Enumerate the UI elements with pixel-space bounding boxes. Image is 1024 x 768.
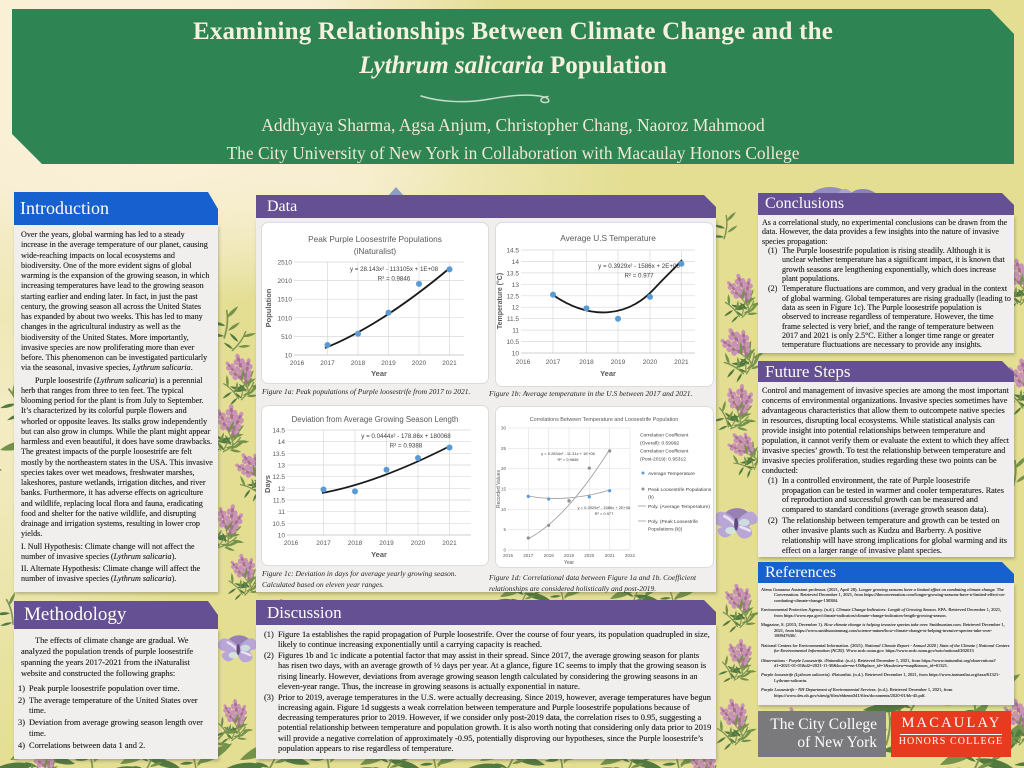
svg-text:11: 11 <box>278 509 285 516</box>
svg-text:2018: 2018 <box>579 359 594 366</box>
svg-text:14.5: 14.5 <box>272 428 285 435</box>
svg-text:y = 0.3929x² - 1586x + 2E+06: y = 0.3929x² - 1586x + 2E+06 <box>598 263 680 270</box>
svg-text:2019: 2019 <box>379 540 394 547</box>
svg-text:11: 11 <box>512 328 519 335</box>
svg-text:Poly. (Average Temperature): Poly. (Average Temperature) <box>648 504 710 510</box>
svg-text:2016: 2016 <box>290 360 305 367</box>
svg-text:12: 12 <box>278 486 286 493</box>
svg-text:510: 510 <box>281 334 292 341</box>
svg-text:Correlation Coefficient: Correlation Coefficient <box>640 433 689 439</box>
svg-text:Peak Purple Loosestrife Popula: Peak Purple Loosestrife Populations <box>308 234 442 244</box>
svg-text:Poly. (Peak Loosestrife: Poly. (Peak Loosestrife <box>648 519 698 525</box>
svg-text:2021: 2021 <box>442 360 457 367</box>
svg-text:2021: 2021 <box>442 540 457 547</box>
svg-text:11.5: 11.5 <box>273 498 286 505</box>
svg-text:2010: 2010 <box>278 278 293 285</box>
svg-text:10.5: 10.5 <box>272 521 285 528</box>
svg-text:2021: 2021 <box>605 553 616 558</box>
svg-text:(Overall): 0.59992: (Overall): 0.59992 <box>640 441 679 447</box>
svg-text:Year: Year <box>371 550 387 559</box>
svg-text:2016: 2016 <box>516 359 531 366</box>
svg-text:12.5: 12.5 <box>506 293 519 300</box>
svg-text:2017: 2017 <box>523 553 534 558</box>
svg-text:13.5: 13.5 <box>506 270 519 277</box>
svg-text:10: 10 <box>278 533 286 540</box>
svg-text:10.5: 10.5 <box>506 339 519 346</box>
svg-text:15: 15 <box>501 487 507 492</box>
svg-text:30: 30 <box>501 426 507 431</box>
svg-text:Year: Year <box>371 369 387 378</box>
svg-text:R² = 0.977: R² = 0.977 <box>624 273 654 280</box>
svg-text:Year: Year <box>600 369 616 378</box>
svg-text:5: 5 <box>503 527 506 532</box>
svg-text:R² = 0.9846: R² = 0.9846 <box>557 457 579 462</box>
svg-text:2019: 2019 <box>611 359 626 366</box>
svg-text:14: 14 <box>278 439 286 446</box>
svg-text:y = 28.143x² - 113105x + 1E+08: y = 28.143x² - 113105x + 1E+08 <box>350 266 439 273</box>
svg-text:Correlation Coefficient: Correlation Coefficient <box>640 449 689 455</box>
svg-text:Peak Loosestrife Populations: Peak Loosestrife Populations <box>648 487 712 493</box>
svg-text:2019: 2019 <box>564 553 575 558</box>
svg-text:Average U.S Temperature: Average U.S Temperature <box>560 233 656 243</box>
svg-text:2018: 2018 <box>544 553 555 558</box>
svg-text:1010: 1010 <box>278 315 293 322</box>
svg-text:2020: 2020 <box>643 359 658 366</box>
svg-text:1510: 1510 <box>278 297 293 304</box>
svg-text:y = 0.0444x² - 178.86x + 18006: y = 0.0444x² - 178.86x + 180068 <box>361 433 451 440</box>
svg-text:2017: 2017 <box>546 359 561 366</box>
svg-text:Year: Year <box>564 560 574 566</box>
svg-text:(Post-2019): 0.95312: (Post-2019): 0.95312 <box>640 457 686 463</box>
svg-text:Correlations Between Temperatu: Correlations Between Temperature and Loo… <box>530 417 679 423</box>
svg-text:R² = 0.9388: R² = 0.9388 <box>390 443 423 450</box>
svg-text:11.5: 11.5 <box>507 316 520 323</box>
svg-text:(iNaturalist): (iNaturalist) <box>354 246 397 256</box>
svg-text:13: 13 <box>278 463 286 470</box>
svg-text:2020: 2020 <box>584 553 595 558</box>
svg-text:2020: 2020 <box>411 540 426 547</box>
svg-text:2019: 2019 <box>381 360 396 367</box>
svg-text:R² = 0.977: R² = 0.977 <box>595 511 615 516</box>
svg-text:10: 10 <box>285 353 293 360</box>
svg-text:R² = 0.9846: R² = 0.9846 <box>378 276 411 283</box>
svg-text:2018: 2018 <box>351 360 366 367</box>
svg-text:2018: 2018 <box>348 540 363 547</box>
svg-text:y = 0.2834x² - 11.31x + 1E+06: y = 0.2834x² - 11.31x + 1E+06 <box>541 451 595 456</box>
svg-text:2510: 2510 <box>278 260 293 267</box>
svg-text:y = 0.3929x² - 1586x + 2E+06: y = 0.3929x² - 1586x + 2E+06 <box>578 505 632 510</box>
svg-text:12.5: 12.5 <box>272 474 285 481</box>
svg-text:2021: 2021 <box>674 359 689 366</box>
svg-text:10: 10 <box>512 351 520 358</box>
svg-text:2016: 2016 <box>503 553 514 558</box>
svg-text:14: 14 <box>512 259 520 266</box>
svg-text:Average Temperature: Average Temperature <box>648 471 695 477</box>
svg-text:14.5: 14.5 <box>506 248 519 255</box>
svg-text:12: 12 <box>512 305 520 312</box>
svg-text:13.5: 13.5 <box>272 451 285 458</box>
svg-text:2016: 2016 <box>284 540 299 547</box>
svg-text:Temperature (°C): Temperature (°C) <box>496 273 504 329</box>
svg-text:0: 0 <box>503 548 506 553</box>
svg-text:13: 13 <box>512 282 520 289</box>
svg-text:25: 25 <box>501 446 507 451</box>
svg-text:Recorded Values: Recorded Values <box>496 470 502 508</box>
svg-text:2017: 2017 <box>316 540 331 547</box>
svg-text:Days: Days <box>263 475 272 493</box>
svg-text:2022: 2022 <box>625 553 636 558</box>
svg-text:Deviation from Average Growing: Deviation from Average Growing Season Le… <box>292 415 459 424</box>
svg-text:20: 20 <box>501 466 507 471</box>
svg-text:(k): (k) <box>648 495 654 501</box>
svg-text:2017: 2017 <box>320 360 335 367</box>
svg-text:10: 10 <box>501 507 507 512</box>
svg-text:2020: 2020 <box>412 360 427 367</box>
svg-text:Population: Population <box>264 288 273 327</box>
svg-text:Populations (k)): Populations (k)) <box>648 527 683 533</box>
